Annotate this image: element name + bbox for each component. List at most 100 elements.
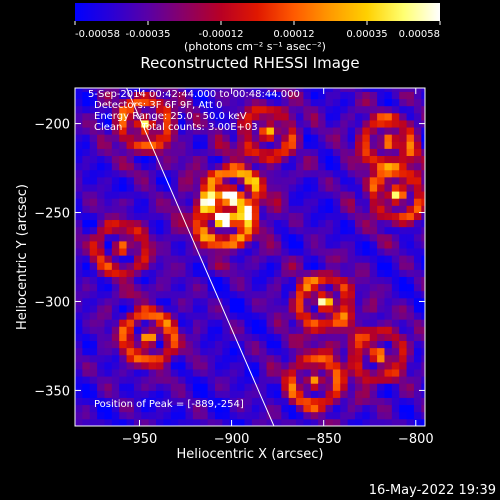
heatmap-cell bbox=[156, 134, 164, 142]
heatmap-cell bbox=[406, 105, 415, 114]
heatmap-cell bbox=[303, 91, 312, 100]
heatmap-cell bbox=[200, 333, 209, 342]
heatmap-cell bbox=[259, 340, 267, 349]
heatmap-cell bbox=[207, 248, 216, 256]
heatmap-cell bbox=[303, 411, 312, 420]
heatmap-cell bbox=[332, 354, 341, 363]
heatmap-cell bbox=[332, 319, 341, 327]
heatmap-cell bbox=[97, 191, 105, 199]
heatmap-cell bbox=[310, 269, 319, 277]
heatmap-cell bbox=[325, 418, 334, 426]
heatmap-cell bbox=[251, 212, 260, 221]
heatmap-cell bbox=[399, 340, 407, 349]
heatmap-cell bbox=[178, 240, 186, 249]
heatmap-cell bbox=[126, 120, 135, 128]
heatmap-cell bbox=[244, 390, 253, 398]
heatmap-cell bbox=[89, 361, 98, 370]
heatmap-cell bbox=[200, 112, 209, 121]
heatmap-cell bbox=[148, 184, 157, 192]
heatmap-cell bbox=[332, 390, 341, 398]
heatmap-cell bbox=[97, 233, 105, 242]
heatmap-cell bbox=[340, 120, 349, 128]
heatmap-cell bbox=[399, 376, 407, 384]
heatmap-cell bbox=[413, 98, 422, 107]
heatmap-cell bbox=[340, 369, 349, 377]
heatmap-cell bbox=[97, 248, 105, 256]
heatmap-cell bbox=[148, 354, 157, 363]
heatmap-cell bbox=[273, 283, 282, 292]
heatmap-cell bbox=[281, 127, 290, 135]
heatmap-cell bbox=[156, 376, 164, 384]
heatmap-cell bbox=[119, 340, 127, 349]
heatmap-cell bbox=[148, 390, 157, 398]
heatmap-cell bbox=[288, 276, 297, 285]
heatmap-cell bbox=[273, 269, 282, 277]
heatmap-cell bbox=[104, 297, 113, 306]
heatmap-cell bbox=[156, 312, 164, 320]
heatmap-cell bbox=[266, 297, 275, 306]
heatmap-cell bbox=[266, 148, 275, 156]
heatmap-cell bbox=[89, 255, 98, 263]
heatmap-cell bbox=[310, 148, 319, 156]
heatmap-cell bbox=[310, 347, 319, 356]
heatmap-cell bbox=[178, 262, 186, 270]
heatmap-cell bbox=[133, 198, 142, 206]
heatmap-cell bbox=[318, 233, 326, 242]
heatmap-cell bbox=[377, 91, 385, 100]
heatmap-cell bbox=[318, 240, 326, 249]
heatmap-cell bbox=[288, 141, 297, 149]
heatmap-cell bbox=[229, 155, 238, 164]
heatmap-cell bbox=[237, 376, 245, 384]
heatmap-cell bbox=[200, 290, 209, 299]
heatmap-cell bbox=[413, 305, 422, 313]
heatmap-cell bbox=[133, 91, 142, 100]
heatmap-cell bbox=[259, 319, 267, 327]
heatmap-cell bbox=[288, 184, 297, 192]
heatmap-cell bbox=[318, 105, 326, 114]
heatmap-cell bbox=[391, 376, 400, 384]
heatmap-cell bbox=[421, 312, 425, 320]
heatmap-cell bbox=[126, 305, 135, 313]
heatmap-cell bbox=[82, 361, 91, 370]
x-axis-label: Heliocentric X (arcsec) bbox=[177, 447, 324, 462]
heatmap-cell bbox=[170, 354, 179, 363]
heatmap-cell bbox=[200, 319, 209, 327]
heatmap-cell bbox=[266, 326, 275, 334]
heatmap-cell bbox=[229, 212, 238, 221]
heatmap-cell bbox=[178, 255, 186, 263]
heatmap-cell bbox=[296, 376, 304, 384]
heatmap-cell bbox=[259, 347, 267, 356]
heatmap-cell bbox=[399, 383, 407, 391]
heatmap-cell bbox=[362, 397, 371, 406]
heatmap-cell bbox=[369, 418, 378, 426]
heatmap-cell bbox=[207, 361, 216, 370]
heatmap-cell bbox=[192, 305, 201, 313]
heatmap-cell bbox=[185, 262, 194, 270]
heatmap-cell bbox=[126, 383, 135, 391]
heatmap-cell bbox=[273, 112, 282, 121]
heatmap-cell bbox=[296, 354, 304, 363]
heatmap-cell bbox=[222, 262, 231, 270]
heatmap-cell bbox=[156, 297, 164, 306]
heatmap-cell bbox=[141, 255, 150, 263]
heatmap-cell bbox=[141, 240, 150, 249]
heatmap-cell bbox=[421, 98, 425, 107]
heatmap-cell bbox=[207, 98, 216, 107]
heatmap-cell bbox=[266, 283, 275, 292]
heatmap-cell bbox=[391, 312, 400, 320]
x-tick-label: −850 bbox=[306, 432, 342, 447]
heatmap-cell bbox=[104, 120, 113, 128]
heatmap-cell bbox=[332, 326, 341, 334]
heatmap-cell bbox=[355, 361, 363, 370]
heatmap-cell bbox=[413, 169, 422, 178]
heatmap-cell bbox=[273, 290, 282, 299]
heatmap-cell bbox=[215, 127, 223, 135]
heatmap-cell bbox=[347, 411, 356, 420]
heatmap-cell bbox=[126, 404, 135, 413]
heatmap-cell bbox=[111, 411, 120, 420]
heatmap-cell bbox=[296, 305, 304, 313]
annotation-detectors: Detectors: 3F 6F 9F, Att 0 bbox=[94, 100, 222, 111]
heatmap-cell bbox=[266, 226, 275, 235]
heatmap-cell bbox=[237, 354, 245, 363]
heatmap-cell bbox=[185, 340, 194, 349]
